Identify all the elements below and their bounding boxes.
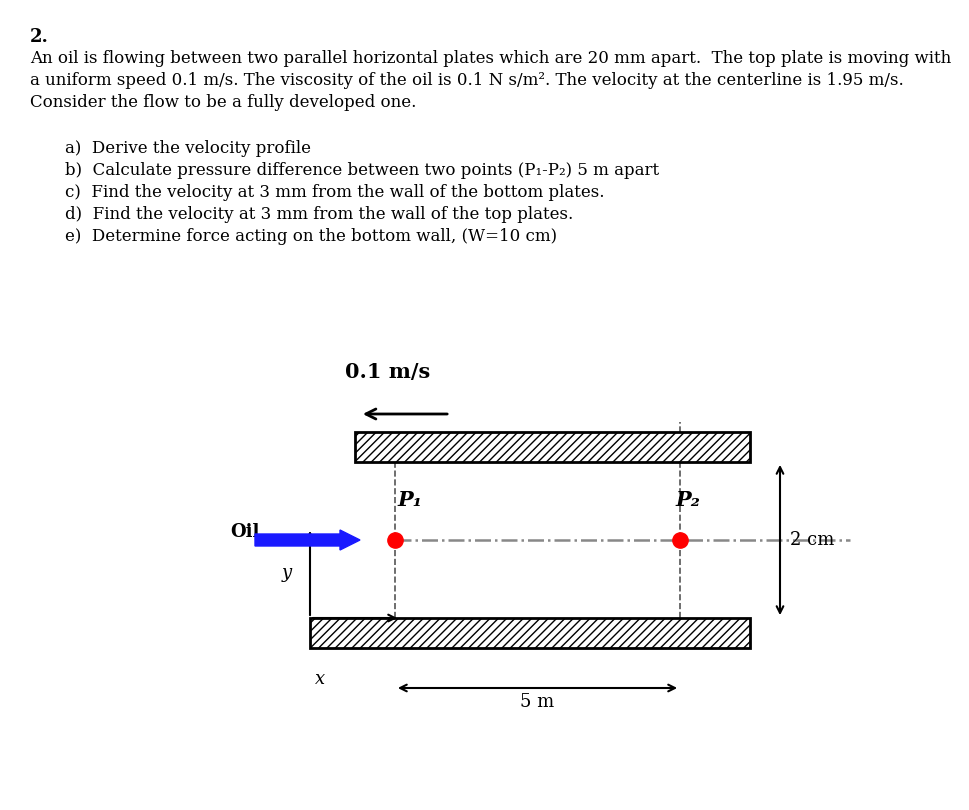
Text: a uniform speed 0.1 m/s. The viscosity of the oil is 0.1 N s/m². The velocity at: a uniform speed 0.1 m/s. The viscosity o… [30,72,903,89]
Text: Consider the flow to be a fully developed one.: Consider the flow to be a fully develope… [30,94,416,111]
Bar [355,432,749,462]
Text: Oil: Oil [230,523,259,541]
Text: e)  Determine force acting on the bottom wall, (W=10 cm): e) Determine force acting on the bottom … [65,228,556,245]
Text: P₂: P₂ [674,490,700,510]
Text: 0.1 m/s: 0.1 m/s [345,362,430,382]
Bar [310,618,749,648]
Text: y: y [282,564,292,582]
Text: An oil is flowing between two parallel horizontal plates which are 20 mm apart. : An oil is flowing between two parallel h… [30,50,951,67]
Text: 2.: 2. [30,28,48,46]
Text: b)  Calculate pressure difference between two points (P₁-P₂) 5 m apart: b) Calculate pressure difference between… [65,162,659,179]
Text: c)  Find the velocity at 3 mm from the wall of the bottom plates.: c) Find the velocity at 3 mm from the wa… [65,184,604,201]
FancyArrow shape [255,530,359,550]
Text: 2 cm: 2 cm [789,531,833,549]
Text: d)  Find the velocity at 3 mm from the wall of the top plates.: d) Find the velocity at 3 mm from the wa… [65,206,573,223]
Text: P₁: P₁ [396,490,422,510]
Text: a)  Derive the velocity profile: a) Derive the velocity profile [65,140,311,157]
Text: 5 m: 5 m [519,693,554,711]
Text: x: x [315,670,325,688]
